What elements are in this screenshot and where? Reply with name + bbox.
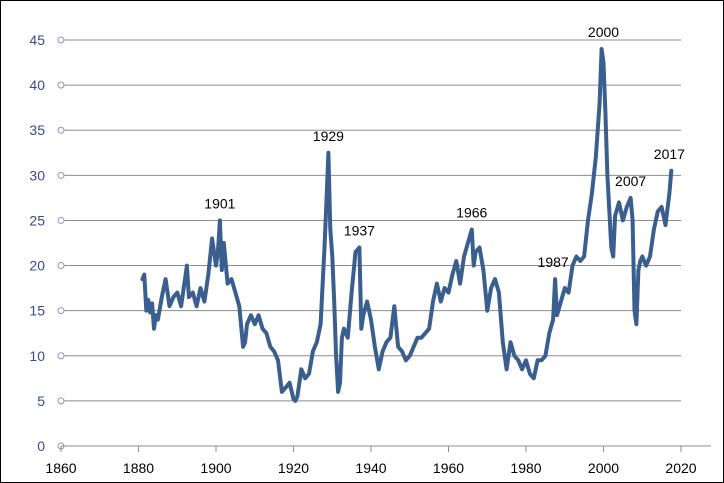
y-tick-label-20: 20 [29, 258, 45, 274]
annotation-2017: 2017 [654, 146, 685, 162]
x-tick-label-2000: 2000 [588, 460, 619, 476]
series-group [140, 47, 674, 403]
x-tick-label-1920: 1920 [278, 460, 309, 476]
annotation-1937: 1937 [344, 223, 375, 239]
y-tick-marker-25 [57, 216, 65, 224]
x-tick-label-1860: 1860 [45, 460, 76, 476]
gridlines [61, 39, 681, 402]
y-tick-marker-45 [57, 36, 65, 44]
y-tick-marker-30 [57, 171, 65, 179]
y-tick-label-0: 0 [37, 438, 45, 454]
y-tick-marker-10 [57, 352, 65, 360]
y-tick-label-15: 15 [29, 303, 45, 319]
y-tick-label-10: 10 [29, 348, 45, 364]
x-tick-label-1960: 1960 [433, 460, 464, 476]
y-tick-label-5: 5 [37, 393, 45, 409]
x-tick-label-2020: 2020 [665, 460, 696, 476]
y-tick-marker-40 [57, 81, 65, 89]
x-tick-label-1980: 1980 [510, 460, 541, 476]
y-tick-label-45: 45 [29, 32, 45, 48]
x-axis: 1860 1880 1900 1920 1940 1960 1980 2000 2020 [45, 445, 711, 476]
y-tick-label-25: 25 [29, 212, 45, 228]
annotation-1987: 1987 [538, 254, 569, 270]
x-tick-label-1900: 1900 [200, 460, 231, 476]
y-tick-label-30: 30 [29, 167, 45, 183]
annotations: 1901 1929 1937 1966 1987 2000 2007 2017 [204, 24, 685, 270]
y-tick-marker-5 [57, 397, 65, 405]
annotation-1901: 1901 [204, 195, 235, 211]
x-tick-label-1880: 1880 [123, 460, 154, 476]
y-axis: 0 5 10 15 20 25 30 35 40 45 [29, 32, 65, 454]
y-tick-label-40: 40 [29, 77, 45, 93]
pe-ratio-series-line [140, 47, 674, 403]
annotation-2007: 2007 [615, 173, 646, 189]
y-tick-marker-15 [57, 307, 65, 315]
annotation-1966: 1966 [456, 204, 487, 220]
x-tick-label-1940: 1940 [355, 460, 386, 476]
y-tick-marker-20 [57, 262, 65, 270]
annotation-1929: 1929 [313, 128, 344, 144]
y-tick-marker-35 [57, 126, 65, 134]
y-tick-label-35: 35 [29, 122, 45, 138]
annotation-2000: 2000 [588, 24, 619, 40]
